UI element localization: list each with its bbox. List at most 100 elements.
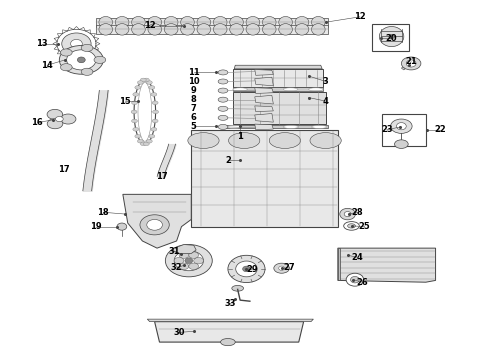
Polygon shape: [191, 130, 338, 226]
Ellipse shape: [218, 88, 228, 93]
Text: 13: 13: [36, 39, 48, 48]
Ellipse shape: [228, 133, 260, 148]
Ellipse shape: [232, 285, 244, 291]
Ellipse shape: [218, 70, 228, 75]
Ellipse shape: [148, 24, 162, 35]
Text: 24: 24: [351, 253, 363, 262]
Ellipse shape: [152, 101, 158, 104]
Ellipse shape: [99, 24, 113, 35]
Text: 15: 15: [120, 96, 131, 105]
Polygon shape: [401, 67, 405, 70]
Text: 29: 29: [246, 265, 258, 274]
Ellipse shape: [77, 57, 85, 63]
Text: 32: 32: [171, 264, 182, 273]
Ellipse shape: [181, 24, 195, 35]
Ellipse shape: [350, 276, 359, 283]
Ellipse shape: [347, 224, 355, 228]
Text: 4: 4: [323, 96, 329, 105]
Ellipse shape: [270, 133, 300, 148]
Ellipse shape: [243, 266, 250, 272]
Ellipse shape: [149, 86, 155, 89]
Ellipse shape: [226, 126, 242, 129]
Text: 7: 7: [191, 104, 196, 113]
Ellipse shape: [59, 45, 103, 74]
Ellipse shape: [179, 263, 189, 270]
Ellipse shape: [295, 24, 309, 35]
Ellipse shape: [197, 17, 211, 28]
Ellipse shape: [153, 110, 159, 114]
Ellipse shape: [132, 119, 138, 123]
Ellipse shape: [148, 17, 162, 28]
Polygon shape: [233, 69, 323, 87]
Ellipse shape: [279, 266, 285, 270]
Ellipse shape: [132, 24, 146, 35]
Polygon shape: [255, 113, 273, 122]
Ellipse shape: [220, 338, 235, 346]
Ellipse shape: [401, 57, 421, 70]
Ellipse shape: [137, 81, 143, 84]
Ellipse shape: [230, 24, 244, 35]
Polygon shape: [255, 69, 273, 75]
Ellipse shape: [140, 142, 146, 145]
Ellipse shape: [197, 24, 211, 35]
Ellipse shape: [131, 110, 137, 114]
Ellipse shape: [340, 208, 355, 220]
Ellipse shape: [164, 24, 178, 35]
Ellipse shape: [279, 24, 293, 35]
Text: 2: 2: [225, 156, 231, 165]
Ellipse shape: [55, 117, 63, 122]
Ellipse shape: [394, 140, 408, 148]
Ellipse shape: [396, 123, 406, 130]
Text: 21: 21: [405, 57, 417, 66]
Ellipse shape: [213, 24, 227, 35]
Polygon shape: [255, 106, 273, 112]
Ellipse shape: [147, 220, 162, 230]
Ellipse shape: [309, 88, 323, 91]
Bar: [372, 24, 409, 51]
Ellipse shape: [406, 60, 416, 67]
Ellipse shape: [228, 255, 265, 283]
Polygon shape: [172, 244, 196, 253]
Ellipse shape: [255, 126, 270, 129]
Text: 17: 17: [58, 165, 70, 174]
Ellipse shape: [389, 35, 394, 39]
Ellipse shape: [135, 86, 141, 89]
Ellipse shape: [140, 215, 169, 235]
Ellipse shape: [213, 17, 227, 28]
Text: 5: 5: [191, 122, 196, 131]
Ellipse shape: [165, 244, 212, 277]
Polygon shape: [255, 124, 273, 130]
Text: 16: 16: [31, 118, 43, 127]
Text: 10: 10: [188, 77, 199, 86]
Ellipse shape: [47, 119, 63, 129]
Text: 8: 8: [191, 95, 196, 104]
Polygon shape: [233, 87, 323, 91]
Ellipse shape: [218, 79, 228, 84]
Ellipse shape: [181, 17, 195, 28]
Text: 17: 17: [156, 172, 168, 181]
Ellipse shape: [236, 261, 257, 277]
Ellipse shape: [263, 17, 276, 28]
Ellipse shape: [283, 126, 299, 129]
Text: 19: 19: [90, 222, 102, 231]
Text: 9: 9: [191, 86, 196, 95]
Polygon shape: [255, 88, 273, 94]
Ellipse shape: [132, 101, 138, 104]
Ellipse shape: [117, 223, 127, 230]
Ellipse shape: [149, 135, 155, 138]
Polygon shape: [233, 92, 326, 125]
Text: 25: 25: [359, 222, 370, 231]
Ellipse shape: [218, 115, 228, 120]
Ellipse shape: [151, 93, 157, 96]
Ellipse shape: [115, 24, 129, 35]
Text: 33: 33: [224, 299, 236, 308]
Text: 6: 6: [191, 113, 196, 122]
Ellipse shape: [233, 88, 247, 91]
Ellipse shape: [279, 17, 293, 28]
Ellipse shape: [379, 27, 404, 46]
Text: 30: 30: [173, 328, 185, 337]
Ellipse shape: [230, 17, 244, 28]
Ellipse shape: [71, 40, 82, 48]
Ellipse shape: [312, 17, 325, 28]
Text: 28: 28: [351, 208, 363, 217]
